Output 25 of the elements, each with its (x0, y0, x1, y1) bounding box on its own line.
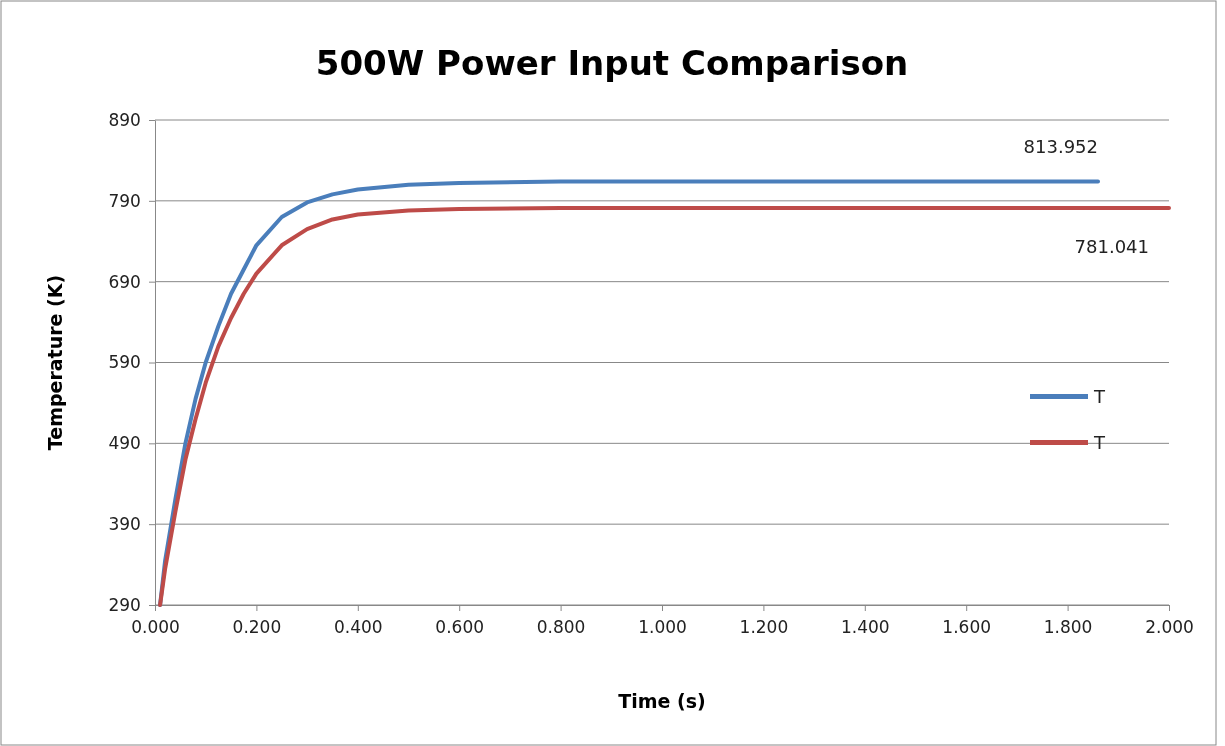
y-tick-label: 890 (108, 109, 141, 130)
x-tick-label: 0.200 (232, 616, 282, 637)
x-tick-label: 0.800 (536, 616, 586, 637)
y-tick-label: 790 (108, 190, 141, 211)
y-tick-label: 290 (108, 594, 141, 615)
x-tick-label: 2.000 (1145, 616, 1194, 637)
x-tick-label: 1.800 (1043, 616, 1093, 637)
y-tick-label: 590 (108, 352, 141, 373)
x-axis-title: Time (s) (618, 690, 706, 712)
y-tick-label: 690 (108, 271, 141, 292)
annotation: 813.952 (1023, 136, 1099, 158)
x-tick-label: 0.000 (131, 616, 180, 637)
x-tick-label: 0.600 (435, 616, 485, 637)
x-tick-label: 1.600 (942, 616, 992, 637)
x-tick-label: 1.400 (840, 616, 890, 637)
y-tick-label: 390 (108, 514, 141, 535)
legend-label: T (1093, 432, 1106, 453)
chart-title: 500W Power Input Comparison (315, 43, 909, 83)
y-axis-title: Temperature (K) (44, 274, 66, 451)
annotation: 781.041 (1074, 236, 1149, 258)
x-tick-label: 1.200 (739, 616, 789, 637)
x-tick-label: 0.400 (333, 616, 383, 637)
legend-label: T (1093, 386, 1106, 407)
y-tick-label: 490 (108, 433, 141, 454)
x-tick-label: 1.000 (638, 616, 687, 637)
